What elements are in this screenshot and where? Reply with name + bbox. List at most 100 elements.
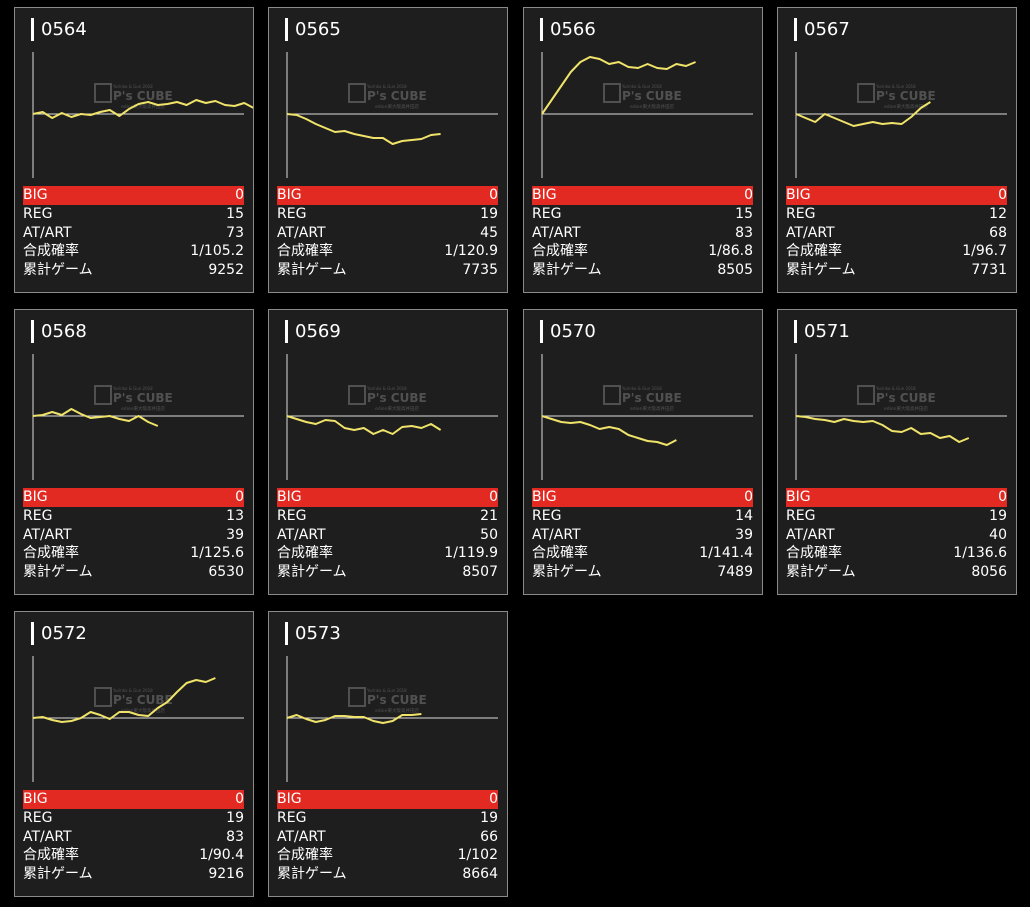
at-value: 73 — [226, 224, 244, 241]
games-value: 7489 — [717, 563, 753, 580]
big-row: BIG 0 — [23, 790, 244, 809]
watermark-brand: P's CUBE — [876, 391, 936, 405]
at-label: AT/ART — [277, 526, 326, 543]
games-label: 累計ゲーム — [786, 261, 856, 278]
at-value: 40 — [989, 526, 1007, 543]
watermark-line2: edion東大阪高井田店 — [630, 405, 674, 412]
watermark-line2: edion東大阪高井田店 — [121, 103, 165, 110]
stats-table: BIG 0 REG 19 AT/ART 83 合成確率 1/90.4 累計ゲーム 9216 — [23, 790, 244, 883]
machine-card-0571[interactable]: 0571 Yurinko & Gun 2018 P's CUBE edion東大… — [777, 309, 1017, 595]
watermark-line1: Yurinko & Gun 2018 — [112, 84, 153, 89]
stats-table: BIG 0 REG 21 AT/ART 50 合成確率 1/119.9 累計ゲーム 850… — [277, 488, 498, 581]
trend-chart: Yurinko & Gun 2018 P's CUBE edion東大阪高井田店 — [32, 656, 244, 782]
trend-line — [32, 408, 159, 427]
rate-row: 合成確率 1/125.6 — [23, 544, 244, 563]
machine-card-0570[interactable]: 0570 Yurinko & Gun 2018 P's CUBE edion東大… — [523, 309, 763, 595]
reg-row: REG 15 — [532, 205, 753, 224]
games-row: 累計ゲーム 6530 — [23, 563, 244, 582]
watermark-brand: P's CUBE — [622, 89, 682, 103]
at-label: AT/ART — [532, 224, 581, 241]
reg-label: REG — [277, 206, 307, 222]
rate-row: 合成確率 1/96.7 — [786, 242, 1007, 261]
watermark-brand: P's CUBE — [113, 89, 173, 103]
at-row: AT/ART 83 — [532, 224, 753, 243]
reg-label: REG — [277, 508, 307, 524]
games-row: 累計ゲーム 8505 — [532, 261, 753, 280]
watermark-brand: P's CUBE — [113, 391, 173, 405]
watermark-line1: Yurinko & Gun 2018 — [875, 84, 916, 89]
rate-label: 合成確率 — [786, 545, 842, 561]
at-label: AT/ART — [277, 828, 326, 845]
big-value: 0 — [998, 489, 1007, 505]
rate-row: 合成確率 1/141.4 — [532, 544, 753, 563]
trend-chart: Yurinko & Gun 2018 P's CUBE edion東大阪高井田店 — [795, 52, 1007, 178]
watermark-line2: edion東大阪高井田店 — [884, 103, 928, 110]
watermark-line2: edion東大阪高井田店 — [121, 707, 165, 714]
cube-icon — [348, 687, 366, 707]
big-row: BIG 0 — [277, 488, 498, 507]
pscube-watermark: Yurinko & Gun 2018 P's CUBE edion東大阪高井田店 — [857, 385, 936, 412]
rate-row: 合成確率 1/136.6 — [786, 544, 1007, 563]
machine-card-0572[interactable]: 0572 Yurinko & Gun 2018 P's CUBE edion東大… — [14, 611, 254, 897]
games-value: 6530 — [208, 563, 244, 580]
big-label: BIG — [532, 187, 557, 203]
at-row: AT/ART 40 — [786, 526, 1007, 545]
at-value: 45 — [480, 224, 498, 241]
machine-card-0568[interactable]: 0568 Yurinko & Gun 2018 P's CUBE edion東大… — [14, 309, 254, 595]
big-value: 0 — [489, 489, 498, 505]
games-label: 累計ゲーム — [277, 563, 347, 580]
rate-row: 合成確率 1/119.9 — [277, 544, 498, 563]
at-value: 39 — [735, 526, 753, 543]
games-label: 累計ゲーム — [277, 261, 347, 278]
cube-icon — [603, 385, 621, 405]
machine-card-0564[interactable]: 0564 Yurinko & Gun 2018 P's CUBE edion東大… — [14, 7, 254, 293]
title-accent-bar — [794, 18, 797, 41]
machine-card-0566[interactable]: 0566 Yurinko & Gun 2018 P's CUBE edion東大… — [523, 7, 763, 293]
reg-label: REG — [277, 810, 307, 826]
title-accent-bar — [794, 320, 797, 343]
stats-table: BIG 0 REG 19 AT/ART 45 合成確率 1/120.9 累計ゲーム 773… — [277, 186, 498, 279]
cube-icon — [348, 83, 366, 103]
trend-line — [795, 101, 931, 127]
watermark-line1: Yurinko & Gun 2018 — [875, 386, 916, 391]
cube-icon — [94, 83, 112, 103]
rate-label: 合成確率 — [23, 847, 79, 863]
watermark-line2: edion東大阪高井田店 — [375, 707, 419, 714]
trend-line — [286, 113, 441, 145]
cube-icon — [94, 687, 112, 707]
machine-card-0565[interactable]: 0565 Yurinko & Gun 2018 P's CUBE edion東大… — [268, 7, 508, 293]
big-value: 0 — [744, 187, 753, 203]
trend-chart: Yurinko & Gun 2018 P's CUBE edion東大阪高井田店 — [541, 52, 753, 178]
machine-card-0569[interactable]: 0569 Yurinko & Gun 2018 P's CUBE edion東大… — [268, 309, 508, 595]
reg-row: REG 19 — [277, 809, 498, 828]
watermark-brand: P's CUBE — [367, 89, 427, 103]
rate-value: 1/120.9 — [444, 243, 498, 259]
machine-card-0567[interactable]: 0567 Yurinko & Gun 2018 P's CUBE edion東大… — [777, 7, 1017, 293]
big-value: 0 — [235, 489, 244, 505]
games-label: 累計ゲーム — [277, 865, 347, 882]
trend-chart: Yurinko & Gun 2018 P's CUBE edion東大阪高井田店 — [286, 656, 498, 782]
trend-chart: Yurinko & Gun 2018 P's CUBE edion東大阪高井田店 — [286, 52, 498, 178]
rate-label: 合成確率 — [532, 545, 588, 561]
games-row: 累計ゲーム 7735 — [277, 261, 498, 280]
games-value: 7731 — [971, 261, 1007, 278]
machine-card-0573[interactable]: 0573 Yurinko & Gun 2018 P's CUBE edion東大… — [268, 611, 508, 897]
stats-table: BIG 0 REG 19 AT/ART 66 合成確率 1/102 累計ゲーム 8664 — [277, 790, 498, 883]
rate-label: 合成確率 — [23, 243, 79, 259]
trend-line — [541, 415, 677, 446]
big-value: 0 — [489, 187, 498, 203]
trend-line — [286, 713, 422, 724]
big-row: BIG 0 — [786, 186, 1007, 205]
games-label: 累計ゲーム — [786, 563, 856, 580]
reg-value: 19 — [480, 206, 498, 222]
at-row: AT/ART 39 — [532, 526, 753, 545]
at-value: 83 — [735, 224, 753, 241]
pscube-watermark: Yurinko & Gun 2018 P's CUBE edion東大阪高井田店 — [857, 83, 936, 110]
big-value: 0 — [744, 489, 753, 505]
title-accent-bar — [540, 320, 543, 343]
watermark-line2: edion東大阪高井田店 — [630, 103, 674, 110]
at-label: AT/ART — [277, 224, 326, 241]
at-value: 68 — [989, 224, 1007, 241]
cube-icon — [603, 83, 621, 103]
watermark-brand: P's CUBE — [622, 391, 682, 405]
